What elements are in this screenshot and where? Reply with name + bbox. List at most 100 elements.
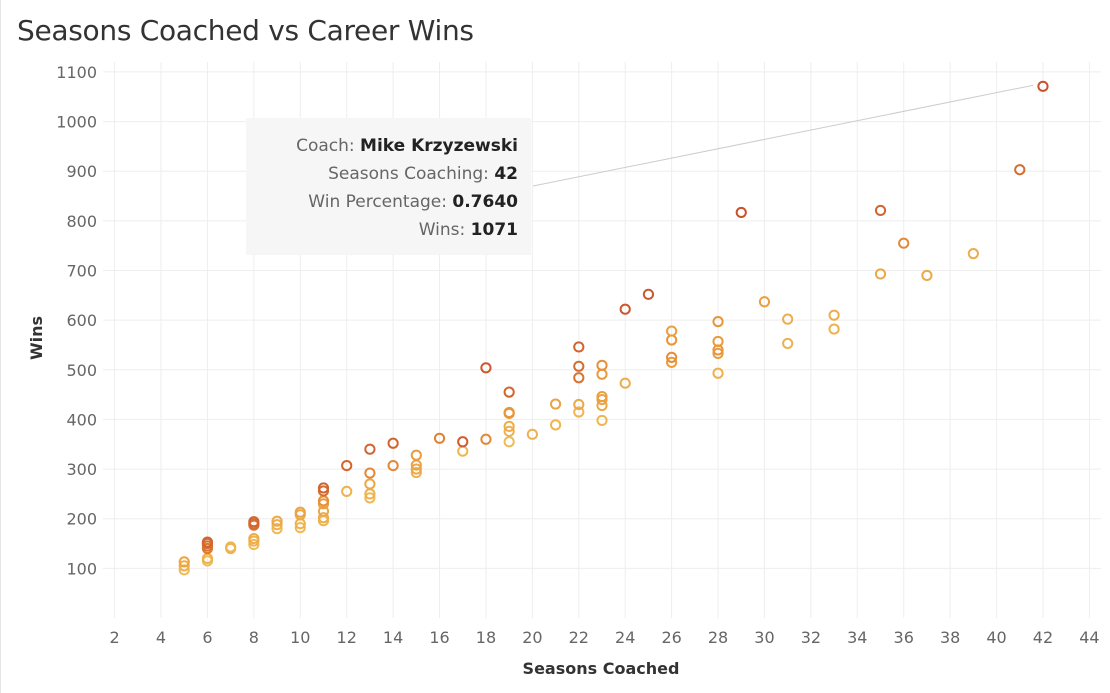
y-tick-label: 900 [66, 162, 97, 181]
x-tick-label: 8 [249, 628, 259, 647]
data-point[interactable] [364, 478, 376, 490]
data-point[interactable] [526, 428, 538, 440]
data-point[interactable] [712, 335, 724, 348]
data-point[interactable] [782, 337, 794, 350]
data-point[interactable] [712, 347, 724, 360]
data-point[interactable] [364, 467, 376, 479]
data-point[interactable] [457, 445, 469, 457]
data-point[interactable] [712, 367, 724, 379]
data-point[interactable] [735, 206, 747, 219]
x-tick-label: 12 [337, 628, 357, 647]
tooltip-leader-line [532, 84, 1034, 187]
data-point[interactable] [178, 556, 190, 568]
data-point[interactable] [712, 316, 724, 328]
x-tick-label: 40 [986, 628, 1006, 647]
data-point[interactable] [619, 377, 631, 389]
data-point[interactable] [596, 368, 608, 380]
data-point[interactable] [364, 492, 376, 504]
data-point[interactable] [573, 360, 585, 372]
data-point[interactable] [1037, 80, 1049, 92]
y-tick-label: 400 [66, 410, 97, 429]
data-point[interactable] [317, 512, 330, 524]
data-point[interactable] [758, 296, 771, 308]
data-point[interactable] [294, 522, 306, 534]
data-point[interactable] [410, 449, 422, 461]
data-point[interactable] [828, 309, 840, 321]
data-point[interactable] [921, 269, 933, 282]
data-point[interactable] [457, 436, 469, 448]
data-point[interactable] [666, 351, 678, 363]
data-point[interactable] [317, 505, 330, 517]
data-point[interactable] [248, 538, 260, 551]
data-point[interactable] [503, 420, 515, 432]
data-point[interactable] [666, 325, 678, 337]
x-tick-label: 20 [522, 628, 542, 647]
data-point[interactable] [967, 248, 979, 260]
axis-ticks: 2 4 6 8 10 12 14 16 18 20 22 24 26 28 30 32 34 36 38 40 42 44… [56, 63, 1099, 647]
data-point[interactable] [410, 463, 422, 475]
x-axis-title: Seasons Coached [523, 659, 680, 678]
data-point[interactable] [666, 356, 678, 368]
data-point[interactable] [1014, 164, 1026, 176]
data-point[interactable] [573, 372, 585, 384]
data-point[interactable] [341, 485, 353, 498]
x-tick-label: 42 [1033, 628, 1053, 647]
data-point[interactable] [178, 564, 190, 576]
y-tick-label: 700 [66, 262, 97, 281]
data-point[interactable] [387, 459, 399, 472]
data-point[interactable] [271, 519, 283, 531]
data-point[interactable] [874, 268, 887, 280]
x-tick-label: 32 [801, 628, 821, 647]
tooltip-row-wins: Wins: 1071 [246, 216, 518, 244]
data-point[interactable] [573, 341, 585, 353]
data-point[interactable] [503, 406, 515, 419]
data-point[interactable] [828, 323, 840, 335]
tooltip-row-coach: Coach: Mike Krzyzewski [246, 132, 518, 160]
tooltip-label: Wins: [418, 220, 466, 240]
data-point[interactable] [201, 536, 214, 548]
data-point[interactable] [410, 466, 422, 479]
data-point[interactable] [271, 523, 283, 535]
data-point[interactable] [619, 303, 631, 315]
y-tick-label: 1000 [56, 113, 97, 132]
data-point[interactable] [294, 506, 306, 518]
y-tick-label: 300 [66, 460, 97, 479]
data-point[interactable] [503, 436, 515, 448]
data-point[interactable] [596, 414, 608, 427]
data-point[interactable] [503, 425, 515, 437]
tooltip: Coach: Mike Krzyzewski Seasons Coaching:… [246, 118, 531, 255]
data-point[interactable] [782, 313, 794, 325]
data-point[interactable] [433, 432, 446, 444]
data-point[interactable] [596, 359, 608, 371]
data-point[interactable] [341, 459, 353, 472]
data-point[interactable] [549, 398, 562, 410]
data-point[interactable] [549, 419, 562, 431]
data-point[interactable] [642, 288, 655, 300]
data-point[interactable] [248, 516, 260, 528]
data-point[interactable] [480, 433, 492, 445]
tooltip-row-seasons: Seasons Coaching: 42 [246, 160, 518, 188]
data-point[interactable] [480, 362, 492, 374]
data-point[interactable] [248, 532, 260, 545]
data-point[interactable] [387, 437, 399, 449]
tooltip-leader [532, 84, 1034, 187]
data-point[interactable] [225, 541, 237, 553]
data-point[interactable] [596, 390, 608, 403]
data-point[interactable] [503, 386, 515, 398]
data-point[interactable] [573, 406, 585, 418]
data-point[interactable] [874, 204, 887, 217]
data-point[interactable] [573, 398, 585, 411]
data-point[interactable] [271, 515, 283, 527]
x-tick-label: 22 [569, 628, 589, 647]
tooltip-value: 0.7640 [452, 192, 518, 212]
data-point[interactable] [898, 237, 910, 249]
data-point[interactable] [364, 443, 376, 455]
x-tick-label: 6 [202, 628, 212, 647]
x-tick-label: 2 [110, 628, 120, 647]
data-point[interactable] [317, 482, 330, 494]
data-point[interactable] [178, 560, 190, 572]
y-tick-label: 100 [66, 559, 97, 578]
chart-title: Seasons Coached vs Career Wins [17, 14, 474, 47]
x-tick-label: 38 [940, 628, 960, 647]
